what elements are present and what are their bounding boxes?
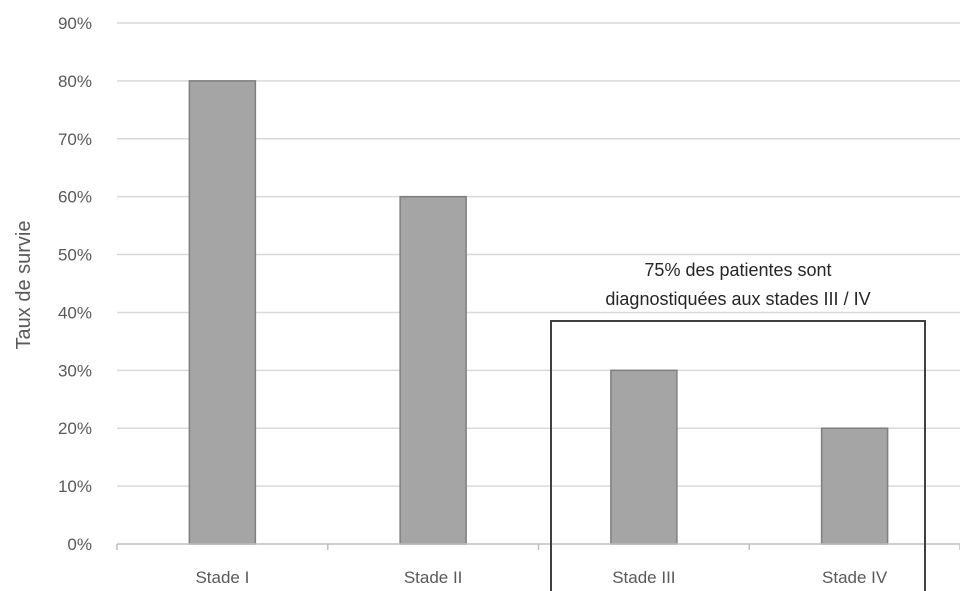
annotation-line-1: 75% des patientes sont (644, 260, 831, 280)
x-tick-label: Stade III (612, 568, 675, 587)
bar-stade-i (188, 80, 257, 545)
y-tick-label: 20% (58, 419, 92, 438)
bar-stade-ii (399, 195, 467, 545)
bar-stade-iv (820, 427, 889, 545)
bars (188, 80, 889, 545)
gridlines (117, 22, 960, 487)
y-tick-label: 40% (58, 303, 92, 322)
y-tick-label: 30% (58, 361, 92, 380)
x-tick-label: Stade I (195, 568, 249, 587)
x-tick-label: Stade IV (822, 568, 888, 587)
x-tick-label: Stade II (404, 568, 463, 587)
y-tick-label: 0% (67, 535, 92, 554)
x-axis-labels: Stade I Stade II Stade III Stade IV (195, 568, 887, 587)
y-tick-label: 10% (58, 477, 92, 496)
y-tick-label: 60% (58, 188, 92, 207)
highlight-box (550, 320, 926, 591)
y-axis-label: Taux de survie (13, 221, 35, 350)
y-tick-label: 50% (58, 246, 92, 265)
y-tick-label: 90% (58, 14, 92, 33)
y-tick-label: 80% (58, 72, 92, 91)
bar-stade-iii (610, 369, 678, 545)
annotation-line-2: diagnostiquées aux stades III / IV (605, 289, 870, 309)
y-tick-label: 70% (58, 130, 92, 149)
y-axis-ticks: 0% 10% 20% 30% 40% 50% 60% 70% 80% 90% (58, 14, 92, 554)
x-axis (116, 543, 960, 550)
